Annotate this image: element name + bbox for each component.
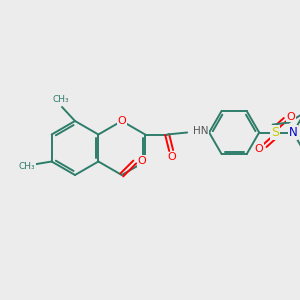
Text: O: O	[168, 152, 176, 163]
Text: O: O	[137, 156, 146, 166]
Text: S: S	[271, 126, 279, 139]
Text: HN: HN	[193, 127, 208, 136]
Text: N: N	[289, 126, 298, 139]
Text: CH₃: CH₃	[18, 162, 35, 171]
Text: O: O	[117, 116, 126, 126]
Text: O: O	[255, 143, 263, 154]
Text: CH₃: CH₃	[53, 95, 69, 104]
Text: O: O	[287, 112, 296, 122]
